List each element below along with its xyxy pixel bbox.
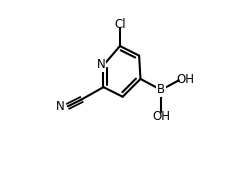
Text: N: N (97, 58, 105, 71)
Text: B: B (157, 83, 165, 96)
Text: N: N (56, 100, 65, 113)
Text: Cl: Cl (114, 18, 126, 31)
Text: OH: OH (176, 73, 194, 86)
Text: OH: OH (152, 110, 170, 123)
